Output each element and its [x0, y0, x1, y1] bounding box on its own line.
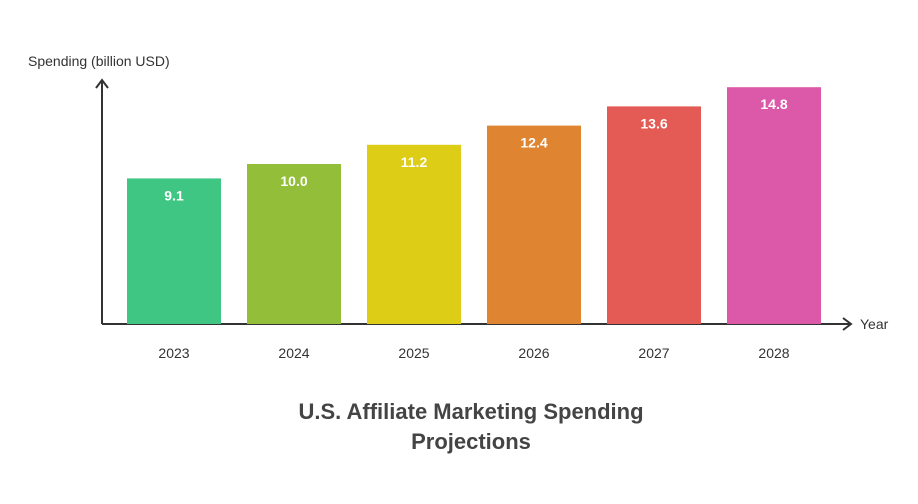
- bar-value-label: 12.4: [520, 135, 547, 151]
- x-tick-label: 2027: [638, 345, 669, 361]
- x-tick-label: 2028: [758, 345, 789, 361]
- bar-value-label: 14.8: [760, 96, 787, 112]
- chart-title-line-2: Projections: [411, 429, 531, 454]
- x-tick-label: 2026: [518, 345, 549, 361]
- bar-2026: [487, 125, 581, 324]
- x-tick-label: 2023: [158, 345, 189, 361]
- bar-value-label: 11.2: [401, 154, 428, 170]
- bar-2024: [247, 164, 341, 324]
- y-axis-label: Spending (billion USD): [28, 53, 170, 69]
- bar-2023: [127, 178, 221, 324]
- bar-value-label: 9.1: [164, 187, 184, 203]
- x-axis-label: Year: [860, 316, 889, 332]
- bar-2025: [367, 144, 461, 324]
- bar-2028: [727, 87, 821, 324]
- y-axis-arrow-icon: [95, 78, 109, 89]
- chart-title-line-1: U.S. Affiliate Marketing Spending: [298, 399, 643, 424]
- bar-value-label: 13.6: [640, 115, 667, 131]
- bar-2027: [607, 106, 701, 325]
- x-tick-label: 2024: [278, 345, 309, 361]
- x-tick-label: 2025: [398, 345, 429, 361]
- bar-value-label: 10.0: [280, 173, 307, 189]
- x-axis-arrow-icon: [842, 317, 853, 331]
- bars-group: 9.1 2023 10.0 2024 11.2 2025 12.4 2026 13.6 2027 1…: [127, 87, 821, 361]
